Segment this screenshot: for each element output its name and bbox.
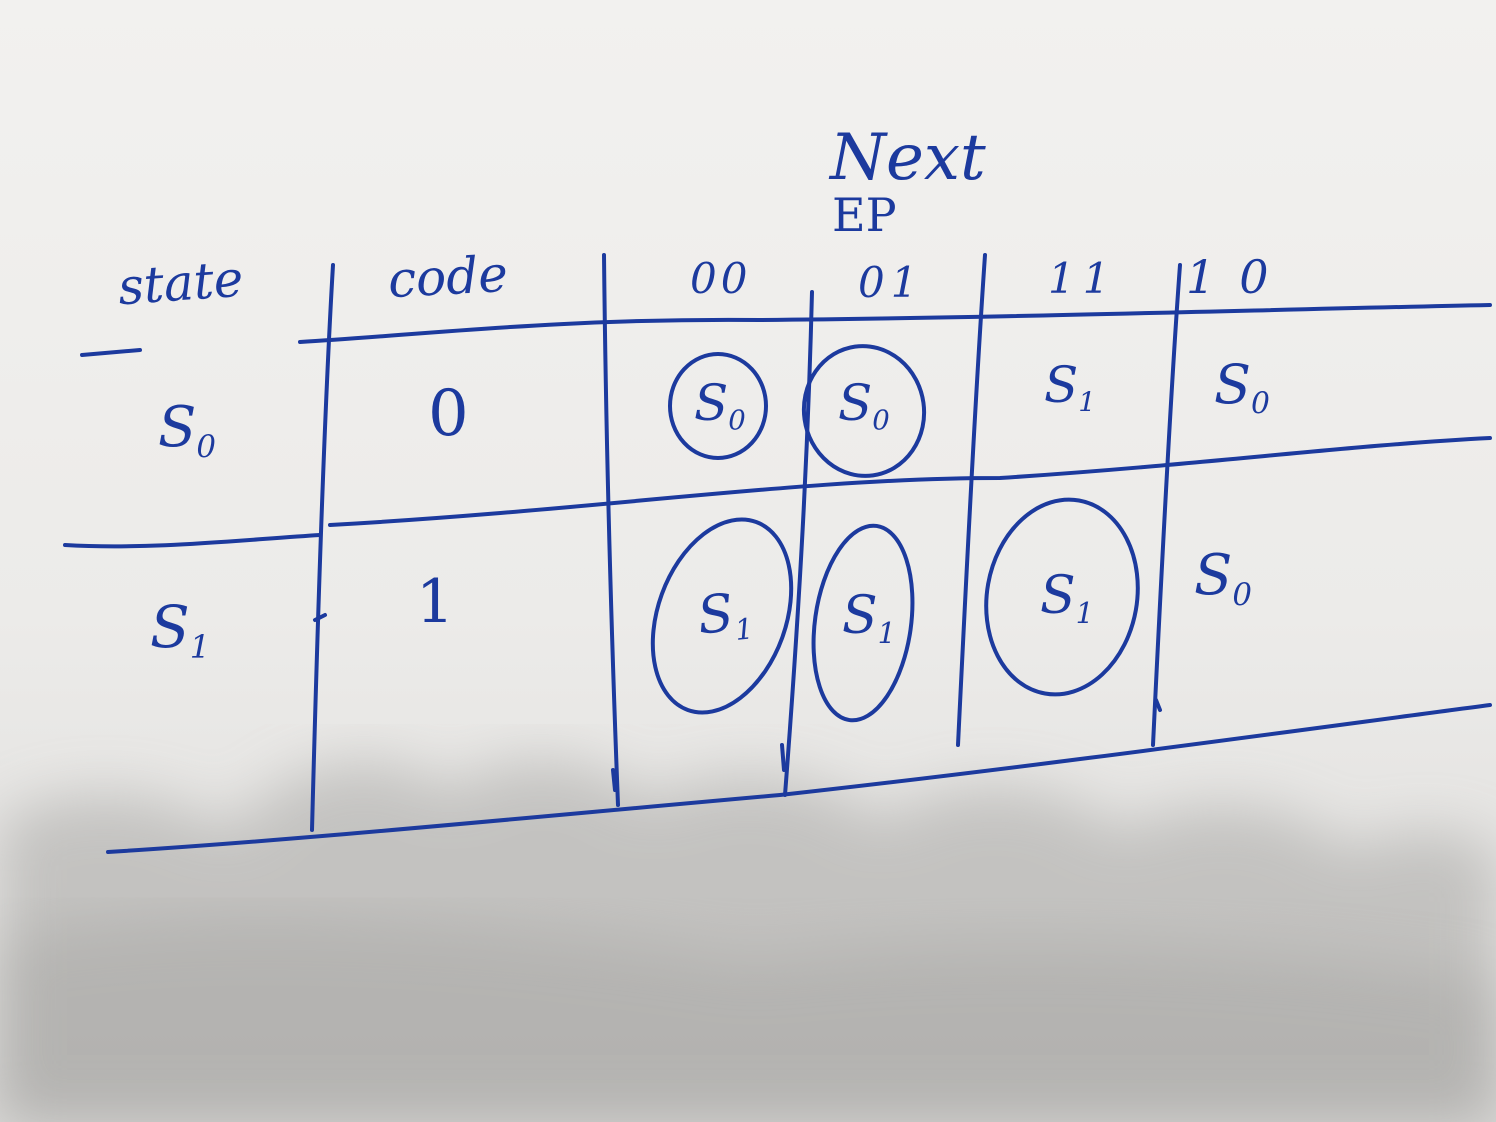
circle-s1-11 — [984, 497, 1140, 697]
row-divider-left — [63, 533, 322, 549]
header-underline-main — [298, 303, 1492, 344]
divider-01-11 — [956, 253, 987, 747]
row2-cell-11: S1 — [1040, 566, 1094, 630]
circle-s0-01 — [801, 344, 927, 478]
divider-code-00 — [602, 253, 620, 807]
row1-cell-11: S1 — [1044, 356, 1096, 419]
header-col-01: 01 — [858, 258, 924, 307]
header-col-10: 10 — [1186, 250, 1293, 304]
row1-cell-01: S0 — [838, 374, 890, 437]
divider-11-10 — [1151, 263, 1182, 747]
divider-00-01 — [783, 290, 814, 797]
row2-state: S1 — [150, 593, 211, 667]
header-underline-left — [80, 348, 142, 357]
circle-s0-00 — [668, 352, 768, 460]
title-next: Next — [830, 121, 986, 195]
row1-code: 0 — [428, 377, 469, 451]
header-col-00: 00 — [690, 254, 752, 303]
row2-code: 1 — [416, 567, 455, 637]
bottom-line — [106, 703, 1492, 854]
row2-cell-01: S1 — [842, 586, 896, 650]
divider-state-code — [310, 263, 335, 832]
row1-state: S0 — [158, 395, 216, 465]
row2-cell-10: S0 — [1194, 543, 1252, 613]
header-col-11: 11 — [1048, 254, 1118, 303]
title-ep: EP — [832, 188, 897, 242]
row1-cell-00: S0 — [694, 374, 746, 437]
header-state: state — [116, 249, 246, 317]
row1-cell-10: S0 — [1214, 353, 1270, 422]
row-divider — [328, 436, 1492, 527]
circle-s1-01 — [811, 523, 915, 723]
row2-cell-00: S1 — [694, 583, 755, 647]
header-code: code — [386, 244, 510, 310]
circle-s1-00 — [650, 517, 794, 715]
